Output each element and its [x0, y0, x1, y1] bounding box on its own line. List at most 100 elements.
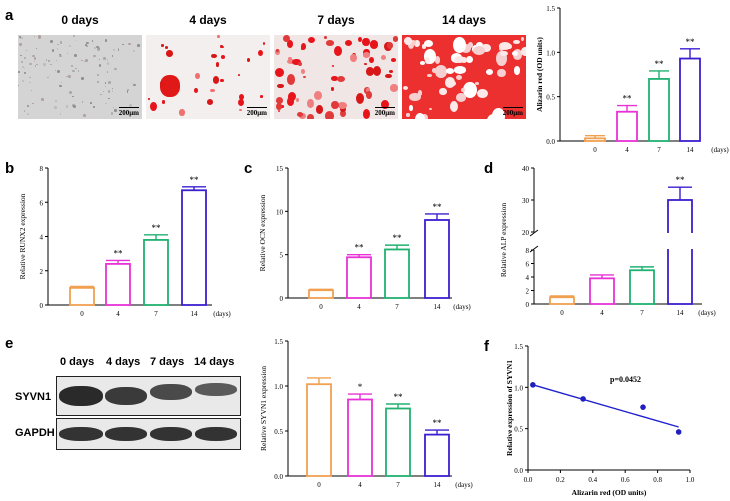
- chart-alp: 0 2 4 6 8 20 30 40 0 4 7 ** 14 (days) Relative ALP exp…: [499, 165, 716, 317]
- texture-speck: [246, 58, 250, 62]
- chart-alizarin-red: 0.0 0.5 1.0 1.5 0 ** 4 ** 7 ** 14 (days) Alizarin re…: [535, 5, 729, 154]
- texture-speck: [30, 89, 33, 92]
- regression-line: [532, 384, 679, 428]
- texture-speck: [461, 56, 467, 61]
- x-tick-label: 14: [434, 481, 442, 489]
- texture-speck: [424, 57, 430, 64]
- texture-speck: [83, 114, 87, 118]
- y-tick-label: 8: [40, 165, 44, 173]
- texture-speck: [18, 42, 22, 46]
- texture-speck: [297, 61, 302, 67]
- texture-speck: [330, 75, 339, 81]
- texture-speck: [365, 91, 373, 100]
- texture-speck: [121, 43, 124, 46]
- texture-speck: [365, 67, 375, 77]
- x-axis-label: (days): [453, 303, 471, 311]
- texture-speck: [51, 48, 55, 52]
- texture-speck: [406, 113, 410, 117]
- y-tick-label: 0.0: [514, 467, 523, 475]
- bar-14: [679, 57, 701, 142]
- texture-speck: [325, 40, 334, 46]
- bar-4: [347, 398, 373, 477]
- significance-marker: **: [686, 37, 696, 47]
- texture-speck: [303, 75, 307, 79]
- significance-marker: **: [393, 233, 403, 243]
- bar-0: [306, 383, 332, 477]
- y-tick-label: 20: [522, 229, 530, 237]
- y-tick-label: 2: [40, 268, 44, 276]
- texture-speck: [26, 49, 28, 51]
- y-tick-label: 2: [526, 288, 530, 296]
- texture-speck: [428, 107, 433, 110]
- blot-column-2: 7 days: [150, 356, 185, 368]
- texture-speck: [220, 46, 224, 49]
- texture-speck: [108, 80, 111, 85]
- texture-speck: [306, 114, 314, 119]
- texture-speck: [74, 53, 78, 57]
- texture-speck: [113, 106, 115, 108]
- texture-speck: [21, 80, 24, 83]
- x-tick-label: 4: [625, 146, 629, 154]
- texture-speck: [48, 74, 50, 76]
- bar-14: [181, 189, 207, 306]
- y-axis-label: Relative OCN expression: [258, 194, 267, 271]
- texture-speck: [28, 76, 31, 78]
- chart-syvn1: 0.0 0.5 1.0 1.5 0 * 4 ** 7 ** 14 (days) Relative SYV…: [259, 338, 473, 489]
- blot-column-0: 0 days: [60, 356, 95, 368]
- texture-speck: [59, 85, 62, 87]
- texture-speck: [220, 44, 224, 48]
- y-tick-label: 15: [276, 165, 284, 173]
- bar-14: [667, 199, 693, 305]
- significance-marker: *: [358, 382, 363, 392]
- axis-break-mark: [529, 245, 539, 253]
- texture-speck: [133, 83, 136, 86]
- texture-speck: [498, 42, 512, 50]
- texture-speck: [288, 56, 292, 62]
- texture-speck: [179, 109, 185, 116]
- texture-speck: [369, 56, 374, 63]
- texture-speck: [513, 65, 521, 75]
- texture-speck: [83, 61, 86, 63]
- texture-speck: [35, 48, 38, 50]
- texture-speck: [105, 103, 107, 104]
- texture-speck: [24, 57, 27, 60]
- texture-speck: [27, 112, 29, 115]
- texture-speck: [301, 69, 305, 74]
- y-tick-label: 1.0: [546, 49, 555, 57]
- data-point: [675, 429, 682, 435]
- band-gapdh-0: [59, 427, 103, 441]
- texture-speck: [68, 44, 71, 48]
- texture-speck: [106, 59, 109, 62]
- texture-speck: [81, 60, 83, 62]
- texture-speck: [238, 74, 241, 77]
- texture-speck: [67, 74, 71, 79]
- texture-speck: [421, 114, 429, 119]
- texture-speck: [81, 77, 84, 80]
- x-tick-label: 0.8: [653, 476, 662, 484]
- texture-speck: [92, 54, 96, 58]
- texture-speck: [126, 90, 129, 93]
- texture-speck: [104, 82, 107, 84]
- texture-speck: [364, 62, 368, 65]
- texture-speck: [444, 76, 455, 88]
- texture-speck: [295, 98, 299, 102]
- texture-speck: [35, 63, 38, 66]
- y-tick-label: 1.5: [274, 338, 283, 346]
- texture-speck: [112, 48, 115, 51]
- texture-speck: [475, 41, 483, 48]
- bar-break-gap: [667, 233, 693, 249]
- texture-speck: [111, 87, 114, 89]
- texture-speck: [194, 87, 199, 93]
- texture-speck: [455, 93, 467, 103]
- texture-speck: [385, 73, 393, 79]
- western-blot: 0 days 4 days 7 days 14 days SYVN1 GAPDH: [12, 338, 242, 456]
- texture-speck: [286, 73, 296, 86]
- texture-speck: [427, 74, 432, 78]
- data-point: [530, 382, 536, 388]
- band-gapdh-4: [105, 427, 147, 441]
- texture-speck: [108, 97, 110, 100]
- texture-speck: [56, 70, 60, 73]
- texture-speck: [499, 50, 509, 56]
- bar-7: [143, 239, 169, 306]
- texture-speck: [97, 47, 101, 51]
